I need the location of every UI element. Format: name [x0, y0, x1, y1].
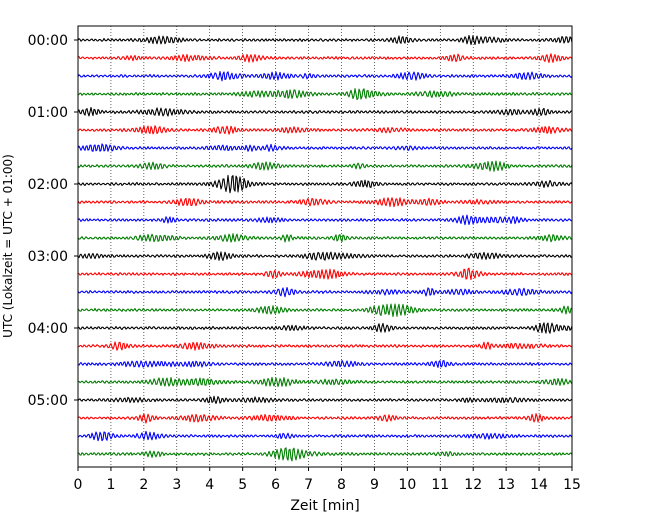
x-tick-label: 2	[139, 477, 148, 493]
x-tick-label: 15	[563, 477, 581, 493]
y-axis: 00:00 01:00 02:00 03:00 04:00 05:00	[28, 33, 78, 409]
seismic-trace	[77, 214, 573, 226]
x-tick-label: 5	[238, 477, 247, 493]
x-tick-label: 7	[304, 477, 313, 493]
seismic-trace	[77, 267, 573, 281]
seismic-trace	[77, 286, 573, 298]
y-tick-label: 03:00	[28, 249, 68, 265]
seismic-trace	[77, 376, 573, 388]
seismic-trace	[77, 413, 573, 424]
trace-layer	[77, 34, 573, 462]
seismic-trace	[77, 233, 573, 243]
seismic-trace	[77, 341, 573, 351]
x-tick-label: 4	[205, 477, 214, 493]
seismic-trace	[77, 303, 573, 318]
seismic-trace	[77, 34, 573, 46]
seismic-trace	[77, 143, 573, 152]
seismic-trace	[77, 88, 573, 101]
y-tick-label: 00:00	[28, 33, 68, 49]
y-tick-label: 02:00	[28, 177, 68, 193]
seismic-trace	[77, 251, 573, 261]
x-axis-label: Zeit [min]	[290, 498, 359, 514]
seismic-trace	[77, 107, 573, 117]
y-tick-label: 04:00	[28, 321, 68, 337]
plot-frame	[77, 25, 573, 468]
x-tick-label: 10	[398, 477, 416, 493]
seismic-trace	[77, 322, 573, 334]
seismic-trace	[77, 197, 573, 208]
seismic-trace	[77, 71, 573, 82]
x-tick-label: 11	[431, 477, 449, 493]
x-tick-label: 0	[74, 477, 83, 493]
x-axis: 0 1 2 3 4 5 6 7 8 9 10 11 12 13 14 15	[74, 467, 581, 493]
seismic-trace	[77, 125, 573, 135]
y-tick-label: 05:00	[28, 393, 68, 409]
x-tick-label: 6	[271, 477, 280, 493]
x-tick-label: 9	[370, 477, 379, 493]
seismic-trace	[77, 395, 573, 404]
y-tick-label: 01:00	[28, 105, 68, 121]
seismic-trace	[77, 174, 573, 194]
x-tick-label: 14	[530, 477, 548, 493]
seismic-trace	[77, 430, 573, 442]
x-tick-label: 13	[497, 477, 515, 493]
seismic-trace	[77, 53, 573, 63]
seismic-trace	[77, 360, 573, 368]
x-tick-label: 12	[464, 477, 482, 493]
x-tick-label: 8	[337, 477, 346, 493]
seismic-trace	[77, 447, 573, 462]
y-axis-label: UTC (Lokalzeit = UTC + 01:00)	[1, 154, 15, 338]
x-tick-label: 3	[172, 477, 181, 493]
seismic-trace	[77, 160, 573, 172]
x-tick-label: 1	[106, 477, 115, 493]
